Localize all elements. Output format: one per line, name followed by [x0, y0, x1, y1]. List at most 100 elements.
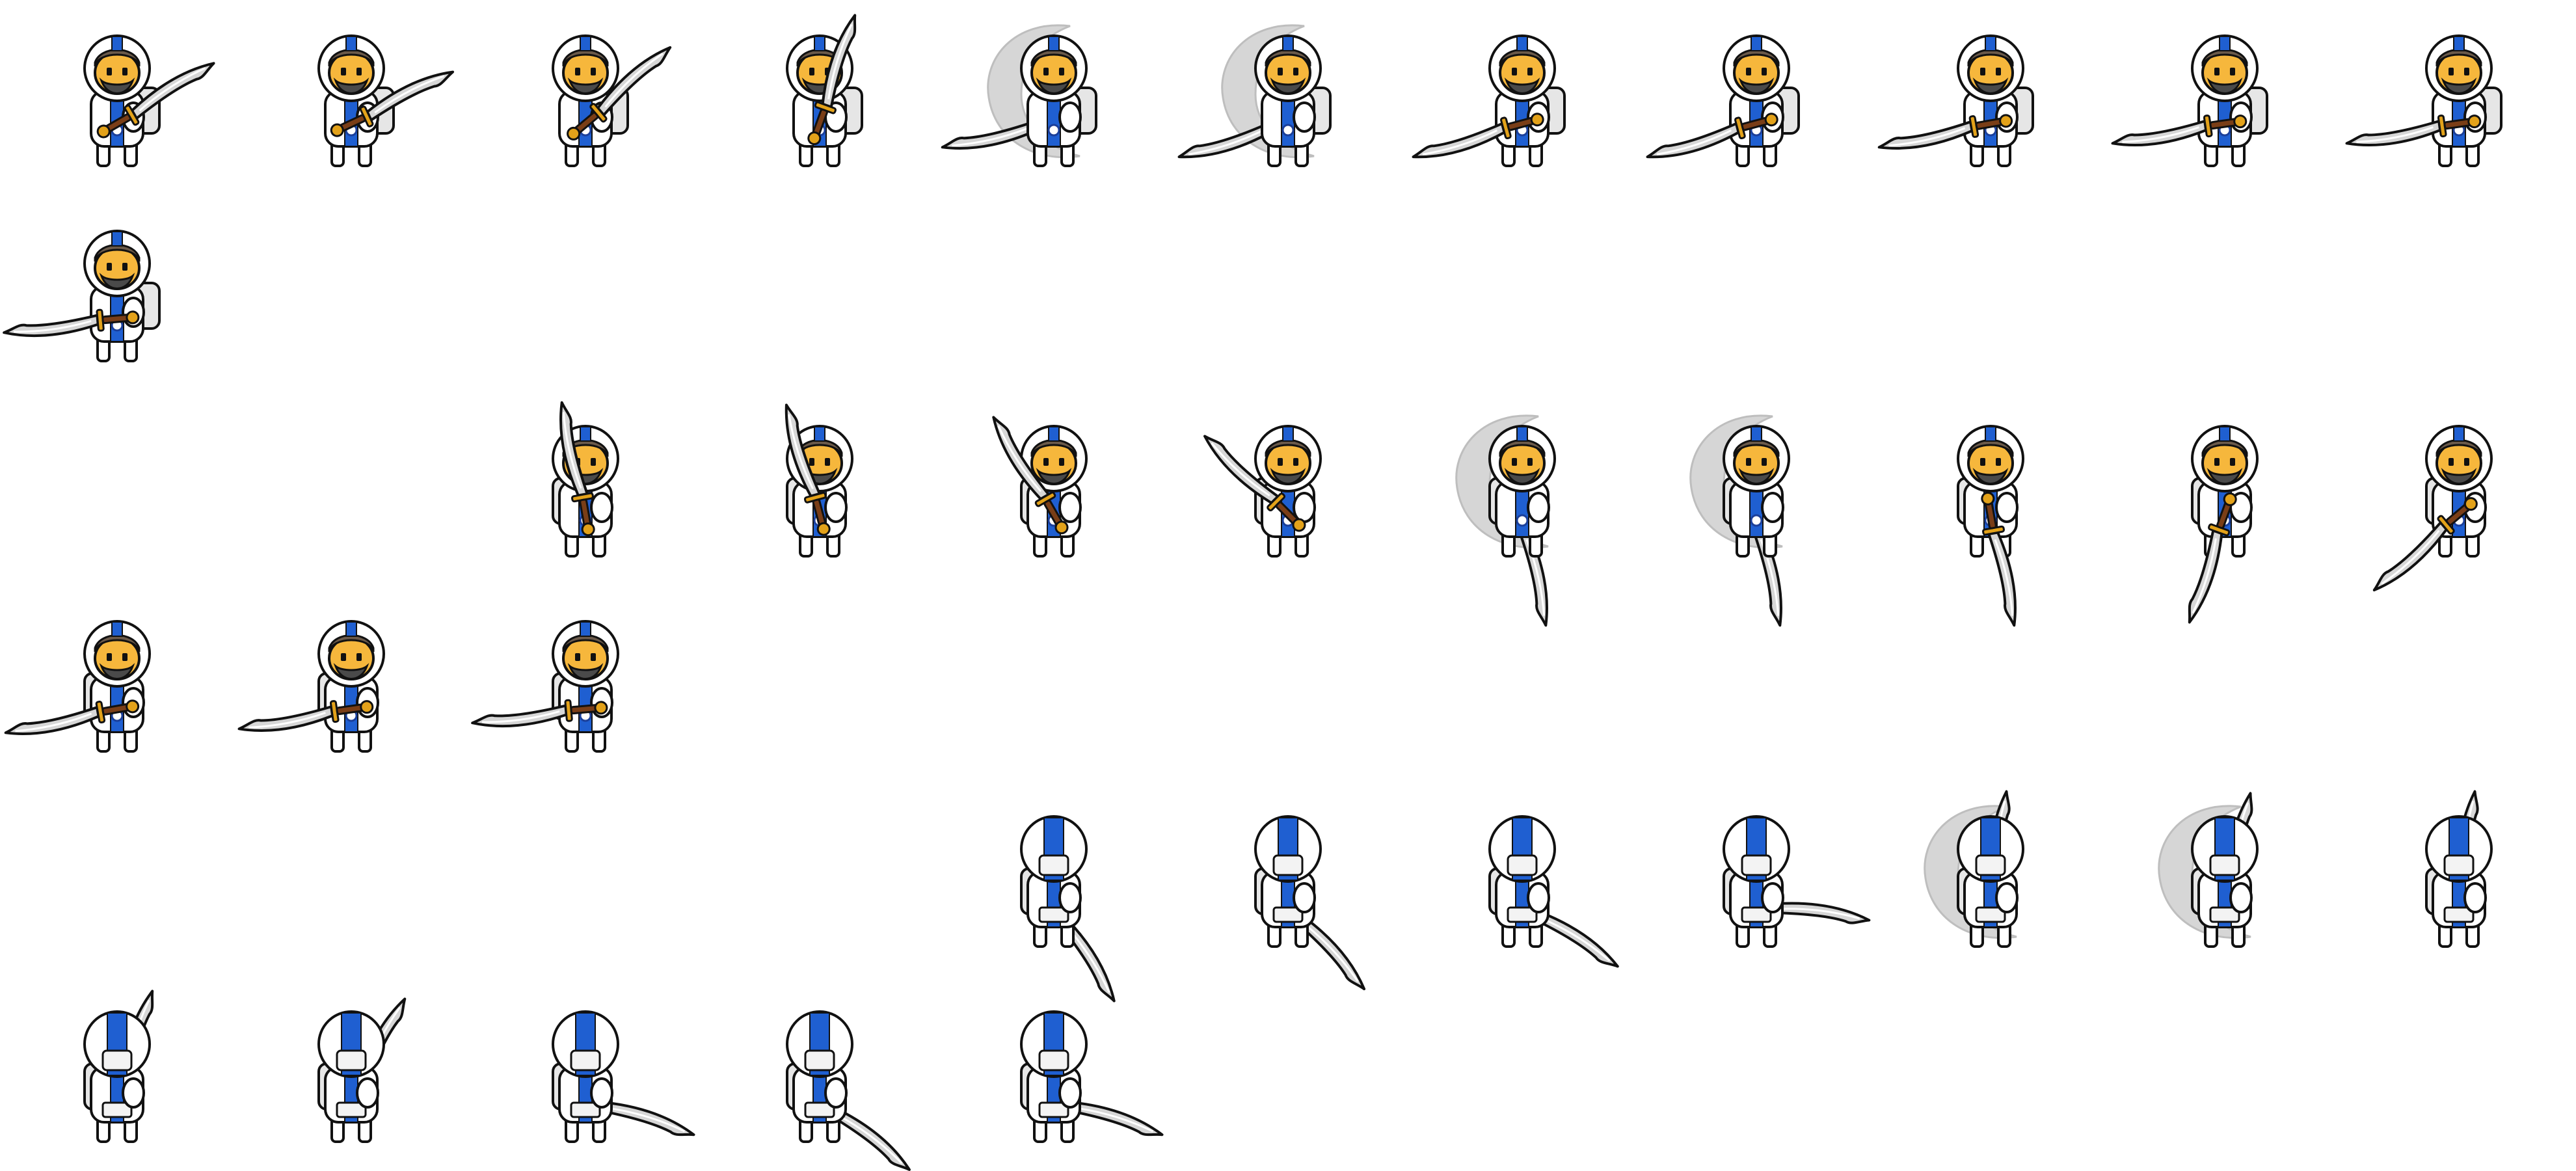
sprite-graphic — [1957, 425, 2024, 627]
helmet-stripe — [1985, 36, 1996, 51]
back-panel — [2209, 906, 2240, 923]
sword-pommel — [807, 131, 822, 146]
eye-left — [1746, 458, 1751, 466]
helmet-vent — [101, 1049, 133, 1071]
eye-right — [825, 458, 830, 466]
helmet-stripe — [2219, 36, 2231, 51]
sprite-graphic — [317, 34, 455, 167]
sword — [2372, 497, 2478, 592]
character — [237, 620, 385, 753]
helmet-vent — [570, 1049, 601, 1071]
eye-right — [1293, 458, 1298, 466]
character — [992, 416, 1088, 558]
sword — [471, 699, 608, 728]
sprite-frame-slash-front-8 — [2108, 390, 2342, 624]
sprite-frame-slash-side-3 — [468, 0, 703, 195]
sprite-frame-slash-back-2 — [1171, 781, 1405, 991]
helmet-stripe — [580, 426, 591, 442]
sword — [2345, 114, 2482, 146]
sword-pommel — [96, 124, 111, 139]
sprite-frame-slash-front-9 — [2342, 390, 2576, 592]
sprite-frame-slash-side-9 — [1873, 0, 2108, 195]
eye-right — [591, 68, 596, 75]
eye-left — [2449, 68, 2454, 75]
suit-emblem — [1516, 514, 1529, 527]
beard — [1036, 77, 1072, 94]
sprite-graphic — [1689, 414, 1790, 627]
sprite-frame-slash-side-7 — [1405, 0, 1639, 195]
helmet-stripe — [111, 231, 123, 247]
sword — [96, 62, 215, 139]
sword-shine — [2381, 530, 2440, 585]
back-panel — [1741, 906, 1772, 923]
sprite-frame-slash-side-5 — [937, 0, 1171, 195]
sword-blade — [130, 62, 215, 120]
sword — [807, 14, 857, 146]
arm — [824, 1077, 848, 1109]
arm — [1058, 492, 1082, 523]
sword-pommel — [2223, 492, 2237, 506]
eye-right — [356, 68, 362, 75]
back-panel — [1507, 906, 1538, 923]
eye-right — [122, 263, 127, 271]
character — [1646, 34, 1800, 167]
sprite-graphic — [2345, 34, 2502, 167]
hair — [328, 634, 375, 653]
beard — [1972, 77, 2009, 94]
sword-blade — [3, 314, 100, 338]
eye-right — [591, 653, 596, 661]
sword — [1981, 491, 2017, 627]
sword-pommel — [1981, 491, 1995, 505]
sprite-graphic — [237, 620, 385, 753]
sprite-graphic — [2425, 790, 2493, 948]
hair — [1030, 439, 1077, 457]
hair — [94, 244, 141, 262]
sword-shine — [839, 1115, 903, 1164]
character — [941, 24, 1097, 167]
helmet-stripe — [580, 621, 591, 637]
sprite-graphic — [1203, 425, 1322, 558]
sword-shine — [788, 414, 814, 490]
sprite-graphic — [552, 34, 672, 167]
character — [83, 34, 215, 167]
hair — [1030, 49, 1077, 67]
eye-right — [1293, 68, 1298, 75]
character — [317, 34, 455, 167]
sprite-frame-slash-side-1 — [0, 0, 234, 195]
back-panel — [1038, 1101, 1069, 1118]
arm — [1058, 1077, 1082, 1109]
sprite-frame-slash-side-8 — [1639, 0, 1873, 195]
sword-grip — [2216, 501, 2233, 530]
sword — [330, 70, 455, 137]
arm — [2463, 882, 2487, 913]
sprite-graphic — [1924, 790, 2024, 948]
hair — [328, 49, 375, 67]
sprite-graphic — [1412, 34, 1566, 167]
suit-emblem — [1281, 124, 1295, 137]
helmet-stripe — [1985, 426, 1996, 442]
hair — [2201, 49, 2248, 67]
sword-blade — [471, 704, 568, 728]
sword-pommel — [2467, 114, 2482, 129]
beard — [1270, 468, 1306, 485]
sword-grip — [1975, 117, 2004, 130]
sword-shine — [2192, 538, 2217, 614]
sprite-graphic — [471, 620, 619, 753]
helmet-stripe — [814, 36, 825, 51]
sprite-frame-slash-back-end-2 — [234, 976, 468, 1171]
back-panel — [1975, 906, 2006, 923]
sword — [567, 46, 672, 141]
character — [1455, 414, 1556, 627]
eye-right — [1762, 458, 1767, 466]
helmet-vent — [1272, 854, 1304, 876]
hair — [2435, 49, 2482, 67]
eye-left — [107, 68, 112, 75]
hair — [562, 49, 609, 67]
beard — [2441, 77, 2477, 94]
eye-right — [1527, 68, 1533, 75]
sword-blade — [2372, 521, 2448, 592]
sprite-graphic — [1020, 815, 1116, 1003]
sprite-frame-slash-side-6 — [1171, 0, 1405, 195]
sprite-frame-slash-back-4 — [1639, 781, 1873, 976]
helmet-vent — [2443, 854, 2475, 876]
